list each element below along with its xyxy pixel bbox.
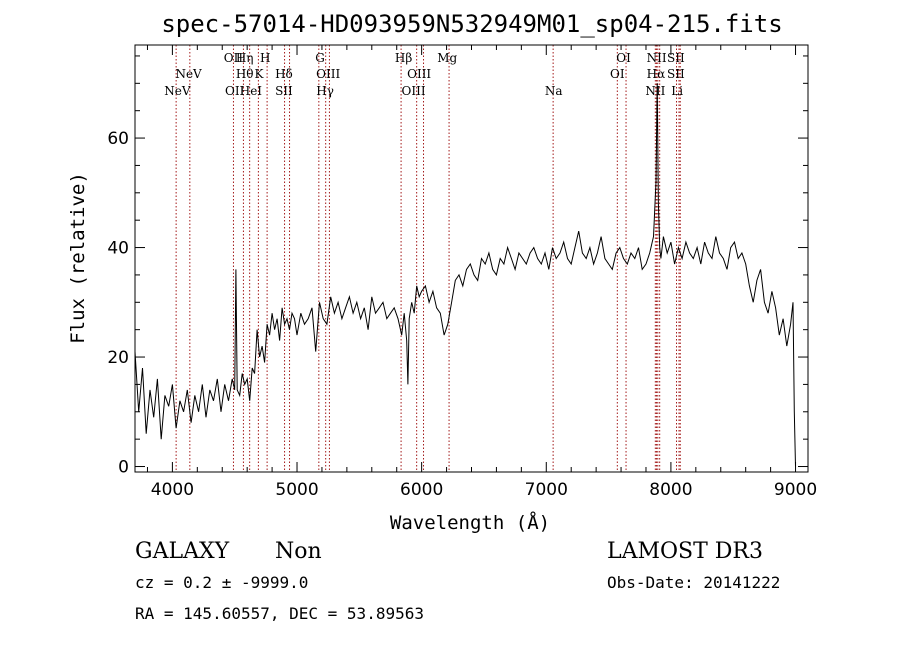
- emission-line-label: Li: [671, 84, 683, 98]
- y-tick-label: 60: [107, 129, 129, 149]
- emission-line-label: NeV: [164, 84, 191, 98]
- emission-line-label: HeI: [240, 84, 263, 98]
- x-tick-label: 6000: [400, 480, 443, 500]
- object-subclass: Non: [275, 539, 322, 564]
- emission-line-label: Na: [545, 84, 563, 98]
- chart-title: spec-57014-HD093959N532949M01_sp04-215.f…: [161, 10, 782, 38]
- emission-line-label: OII: [225, 84, 245, 98]
- spectrum-line: [134, 83, 796, 467]
- cz-value: cz = 0.2 ± -9999.0: [135, 573, 308, 592]
- emission-line-label: Hη: [236, 51, 254, 65]
- emission-line-label: NII: [647, 51, 667, 65]
- emission-line-label: Hγ: [316, 84, 334, 98]
- plot-frame: [134, 44, 809, 473]
- y-tick-label: 0: [118, 458, 129, 478]
- emission-line-label: SII: [275, 84, 293, 98]
- y-tick-label: 20: [107, 348, 129, 368]
- emission-line-label: OIII: [402, 84, 426, 98]
- emission-line-label: NII: [645, 84, 665, 98]
- emission-line-label: SII: [667, 51, 685, 65]
- object-type: GALAXY: [135, 539, 230, 564]
- x-tick-label: 5000: [275, 480, 318, 500]
- emission-line-label: OIII: [316, 67, 340, 81]
- y-axis: 0 20 40 60: [107, 55, 808, 478]
- emission-line-label: OIII: [407, 67, 431, 81]
- obs-date: Obs-Date: 20141222: [607, 573, 780, 592]
- emission-line-label: OII: [224, 51, 244, 65]
- emission-line-label: SII: [667, 67, 685, 81]
- emission-line-label: OI: [610, 67, 625, 81]
- emission-line-label: G: [315, 51, 325, 65]
- survey-name: LAMOST DR3: [607, 539, 763, 564]
- x-tick-label: 4000: [151, 480, 194, 500]
- emission-line-label: H: [260, 51, 270, 65]
- emission-line-label: OI: [616, 51, 631, 65]
- emission-line-label: Mg: [437, 51, 457, 65]
- y-tick-label: 40: [107, 239, 129, 259]
- x-axis: 4000 5000 6000 7000 8000 9000: [146, 45, 817, 500]
- x-tick-label: 7000: [525, 480, 568, 500]
- emission-line-label: Hβ: [395, 51, 412, 65]
- x-tick-label: 8000: [649, 480, 692, 500]
- emission-line-label: Hα: [647, 67, 666, 81]
- emission-line-label: K: [255, 67, 265, 81]
- x-axis-label: Wavelength (Å): [390, 511, 550, 534]
- x-tick-label: 9000: [774, 480, 817, 500]
- emission-line-label: NeV: [175, 67, 202, 81]
- emission-line-label: Hδ: [275, 67, 293, 81]
- coordinates: RA = 145.60557, DEC = 53.89563: [135, 604, 424, 623]
- emission-line-label: Hθ: [236, 67, 254, 81]
- y-axis-label: Flux (relative): [67, 172, 89, 344]
